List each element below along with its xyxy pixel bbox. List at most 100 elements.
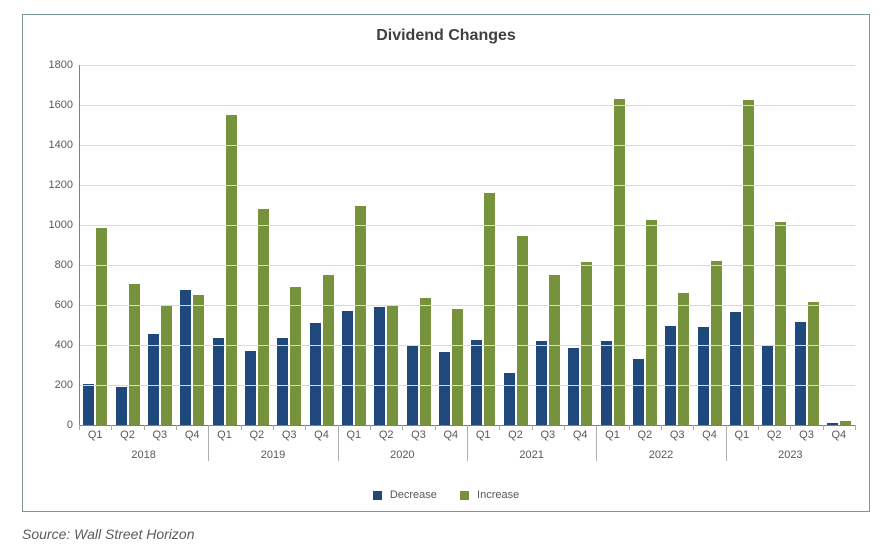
grid-line <box>79 65 855 66</box>
grid-line <box>79 105 855 106</box>
bar-increase <box>161 305 172 425</box>
y-tick-label: 1000 <box>29 219 73 231</box>
quarter-label: Q1 <box>596 429 628 441</box>
quarter-tick <box>790 425 791 430</box>
bar-increase <box>452 309 463 425</box>
quarter-tick <box>855 425 856 430</box>
bar-decrease <box>245 351 256 425</box>
y-tick-label: 800 <box>29 259 73 271</box>
grid-line <box>79 385 855 386</box>
quarter-tick <box>435 425 436 430</box>
bar-increase <box>775 222 786 425</box>
bar-increase <box>420 298 431 425</box>
quarter-tick <box>758 425 759 430</box>
quarter-label: Q2 <box>111 429 143 441</box>
bar-decrease <box>536 341 547 425</box>
y-tick-label: 600 <box>29 299 73 311</box>
quarter-label: Q2 <box>758 429 790 441</box>
bar-increase <box>193 295 204 425</box>
bar-decrease <box>374 307 385 425</box>
bar-decrease <box>180 290 191 425</box>
chart-container: Dividend Changes 0 200 400 600 800 1000 1200 14… <box>22 14 870 512</box>
quarter-tick <box>111 425 112 430</box>
bar-increase <box>808 302 819 425</box>
quarter-label: Q2 <box>629 429 661 441</box>
quarter-tick <box>823 425 824 430</box>
bar-increase <box>387 305 398 425</box>
bar-increase <box>581 262 592 425</box>
bar-decrease <box>116 387 127 425</box>
quarter-label: Q2 <box>370 429 402 441</box>
quarter-tick <box>532 425 533 430</box>
quarter-label: Q4 <box>823 429 855 441</box>
quarter-tick <box>629 425 630 430</box>
legend-swatch-decrease <box>373 491 382 500</box>
bar-decrease <box>148 334 159 425</box>
page: Dividend Changes 0 200 400 600 800 1000 1200 14… <box>0 0 893 557</box>
legend-label-decrease: Decrease <box>390 489 437 501</box>
quarter-tick <box>208 425 209 430</box>
bar-decrease <box>795 322 806 425</box>
source-label: Source: Wall Street Horizon <box>22 526 871 542</box>
bar-decrease <box>633 359 644 425</box>
quarter-label: Q3 <box>273 429 305 441</box>
quarter-label: Q4 <box>305 429 337 441</box>
y-tick-label: 1400 <box>29 139 73 151</box>
bar-decrease <box>83 384 94 425</box>
y-axis <box>79 65 80 425</box>
y-tick-label: 1200 <box>29 179 73 191</box>
bars-layer <box>79 65 855 425</box>
grid-line <box>79 345 855 346</box>
quarter-tick <box>693 425 694 430</box>
bar-decrease <box>601 341 612 425</box>
bar-decrease <box>568 348 579 425</box>
bar-decrease <box>698 327 709 425</box>
grid-line <box>79 305 855 306</box>
bar-decrease <box>471 340 482 425</box>
quarter-tick <box>144 425 145 430</box>
year-label: 2021 <box>467 449 596 461</box>
bar-increase <box>323 275 334 425</box>
year-label: 2023 <box>726 449 855 461</box>
quarter-tick <box>726 425 727 430</box>
quarter-tick <box>338 425 339 430</box>
y-tick-label: 0 <box>29 419 73 431</box>
quarter-label: Q4 <box>564 429 596 441</box>
chart-title: Dividend Changes <box>23 27 869 45</box>
quarter-label: Q3 <box>790 429 822 441</box>
quarter-tick <box>176 425 177 430</box>
bar-increase <box>743 100 754 425</box>
quarter-label: Q1 <box>726 429 758 441</box>
quarter-label: Q2 <box>499 429 531 441</box>
grid-line <box>79 225 855 226</box>
year-label: 2020 <box>338 449 467 461</box>
bar-increase <box>678 293 689 425</box>
quarter-tick <box>499 425 500 430</box>
legend-swatch-increase <box>460 491 469 500</box>
y-tick-label: 200 <box>29 379 73 391</box>
y-tick-label: 1800 <box>29 59 73 71</box>
quarter-tick <box>564 425 565 430</box>
quarter-tick <box>305 425 306 430</box>
legend-label-increase: Increase <box>477 489 519 501</box>
quarter-label: Q4 <box>435 429 467 441</box>
bar-increase <box>290 287 301 425</box>
quarter-label: Q3 <box>144 429 176 441</box>
legend-item-increase: Increase <box>460 489 519 501</box>
bar-decrease <box>730 312 741 425</box>
quarter-tick <box>467 425 468 430</box>
bar-increase <box>96 228 107 425</box>
quarter-label: Q1 <box>79 429 111 441</box>
quarter-label: Q4 <box>176 429 208 441</box>
quarter-tick <box>241 425 242 430</box>
bar-decrease <box>439 352 450 425</box>
quarter-tick <box>79 425 80 430</box>
quarter-tick <box>596 425 597 430</box>
year-label: 2019 <box>208 449 337 461</box>
year-label: 2018 <box>79 449 208 461</box>
y-tick-label: 400 <box>29 339 73 351</box>
quarter-tick <box>370 425 371 430</box>
quarter-label: Q4 <box>693 429 725 441</box>
bar-increase <box>549 275 560 425</box>
bar-increase <box>711 261 722 425</box>
